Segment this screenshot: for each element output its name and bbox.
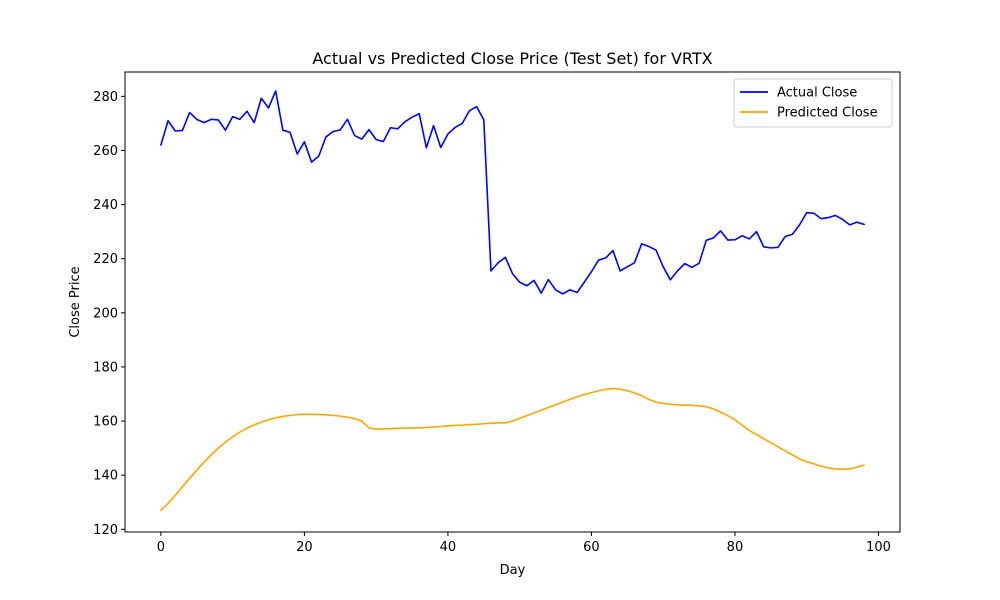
y-tick-label: 140 — [93, 469, 118, 484]
x-tick-label: 100 — [866, 540, 891, 555]
y-tick-label: 240 — [93, 198, 118, 213]
series-line-predicted-close — [160, 387, 865, 512]
x-axis-label: Day — [500, 563, 526, 578]
legend-box — [733, 78, 893, 128]
x-tick-label: 0 — [157, 540, 165, 555]
legend-label-actual-close: Actual Close — [777, 86, 857, 101]
x-axis: 0 20 40 60 80 100 — [157, 532, 891, 555]
series-layer — [160, 90, 865, 512]
x-tick-label: 60 — [583, 540, 600, 555]
y-tick-label: 200 — [93, 306, 118, 321]
y-tick-label: 220 — [93, 252, 118, 267]
y-tick-label: 180 — [93, 360, 118, 375]
y-tick-label: 160 — [93, 415, 118, 430]
y-tick-label: 280 — [93, 90, 118, 105]
x-tick-label: 20 — [296, 540, 313, 555]
y-tick-label: 120 — [93, 523, 118, 538]
x-tick-label: 40 — [440, 540, 457, 555]
legend-label-predicted-close: Predicted Close — [777, 106, 878, 121]
y-tick-label: 260 — [93, 144, 118, 159]
x-tick-label: 80 — [727, 540, 744, 555]
chart-title: Actual vs Predicted Close Price (Test Se… — [312, 49, 712, 68]
plot-frame — [124, 71, 901, 533]
y-axis-label: Close Price — [68, 266, 83, 337]
y-axis: 120 140 160 180 200 220 240 260 280 — [93, 90, 125, 538]
legend: Actual Close Predicted Close — [733, 78, 893, 128]
series-line-actual-close — [160, 90, 865, 295]
